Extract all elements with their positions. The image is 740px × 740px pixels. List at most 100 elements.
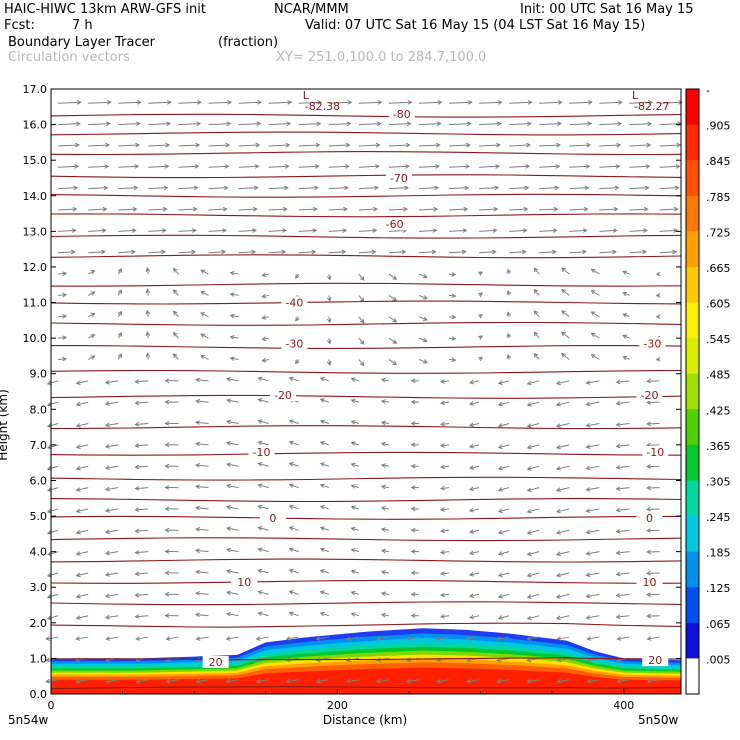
vector-arrow	[268, 165, 289, 168]
vector-arrow-head	[75, 572, 81, 578]
vector-arrow	[533, 353, 540, 360]
vector-arrow-head	[648, 100, 653, 105]
vector-arrow	[226, 484, 239, 489]
vector-arrow-head	[350, 462, 356, 468]
vector-arrow	[617, 679, 630, 683]
vector-arrow-head	[315, 636, 321, 641]
vector-arrow	[178, 251, 196, 254]
vector-arrow-head	[468, 529, 474, 534]
vector-arrow-head	[136, 100, 142, 105]
vector-arrow-head	[555, 164, 561, 169]
vector-arrow-head	[526, 423, 532, 428]
vector-arrow-head	[75, 121, 81, 127]
vector-arrow	[469, 423, 480, 427]
vector-arrow-head	[317, 100, 323, 105]
vector-arrow-head	[676, 142, 682, 148]
vector-arrow	[268, 208, 287, 211]
vector-arrow-head	[226, 569, 232, 574]
vector-arrow-head	[439, 379, 445, 384]
vector-arrow	[469, 487, 480, 491]
vector-arrow	[289, 526, 299, 531]
y-tick-label: 13.0	[23, 225, 48, 238]
vector-arrow	[178, 101, 201, 104]
vector-arrow-head	[422, 295, 428, 300]
vector-arrow	[196, 571, 209, 574]
vector-arrow-head	[585, 465, 591, 471]
vector-arrow	[509, 101, 532, 104]
vector-arrow	[226, 527, 239, 531]
vector-arrow-head	[104, 529, 110, 535]
vector-arrow-head	[343, 206, 349, 212]
vector-arrow	[556, 465, 570, 470]
vector-arrow-head	[261, 336, 267, 342]
vector-arrow-head	[75, 423, 81, 428]
vector-arrow-head	[555, 551, 561, 557]
vector-arrow-head	[226, 419, 232, 425]
vector-arrow-head	[288, 483, 294, 488]
vector-arrow	[418, 101, 442, 104]
vector-arrow-head	[555, 423, 561, 428]
vector-arrow-head	[195, 441, 200, 447]
vector-arrow	[616, 508, 630, 511]
vector-arrow	[498, 508, 510, 513]
vector-arrow-head	[468, 614, 474, 620]
vector-arrow	[76, 508, 89, 513]
colorbar-label: .605	[706, 298, 731, 311]
vector-arrow-head	[493, 206, 499, 212]
vector-arrow-head	[614, 185, 620, 191]
vector-arrow-head	[75, 508, 81, 514]
vector-arrow	[351, 378, 359, 382]
vector-arrow-head	[319, 590, 325, 595]
vector-arrow-head	[90, 334, 96, 339]
vector-arrow-head	[222, 206, 228, 212]
vector-arrow-head	[497, 100, 503, 105]
vector-arrow-head	[62, 292, 68, 298]
vector-arrow-head	[410, 549, 416, 554]
vector-arrow-head	[377, 100, 383, 105]
vector-arrow-head	[643, 206, 649, 212]
vector-arrow	[351, 549, 359, 553]
vector-arrow-head	[261, 272, 267, 278]
vector-arrow-head	[492, 228, 498, 233]
colorbar-segment	[686, 231, 699, 268]
vector-arrow-head	[134, 528, 140, 534]
vector-arrow-head	[373, 206, 379, 212]
vector-arrow	[418, 229, 437, 232]
vector-arrow-head	[90, 312, 96, 318]
isotherm-line	[50, 131, 682, 136]
vector-arrow	[556, 487, 570, 491]
vector-arrow	[262, 358, 269, 362]
vector-arrow	[436, 636, 450, 640]
vector-arrow-head	[439, 507, 445, 512]
vector-arrow	[258, 548, 269, 553]
vector-arrow-head	[117, 332, 122, 337]
vector-arrow-head	[436, 678, 441, 684]
x-tick-label: 400	[613, 699, 634, 712]
vector-arrow	[616, 572, 630, 575]
vector-arrow	[556, 401, 570, 406]
vector-arrow-head	[615, 443, 621, 449]
vector-arrow	[527, 551, 540, 556]
vector-arrow-head	[585, 529, 591, 535]
vector-arrow-head	[478, 335, 483, 340]
vector-arrow-head	[526, 530, 532, 535]
vector-arrow	[87, 334, 95, 339]
vector-arrow	[178, 229, 196, 232]
vector-arrow	[238, 229, 256, 232]
vector-arrow-head	[359, 340, 365, 345]
vector-arrow-head	[195, 657, 201, 663]
vector-arrow	[509, 187, 529, 190]
vector-arrow	[469, 380, 480, 384]
isotherm-label: 0	[646, 512, 653, 525]
vector-arrow	[208, 208, 227, 211]
vector-arrow-head	[165, 142, 171, 148]
vector-arrow-head	[164, 421, 170, 426]
vector-arrow	[599, 229, 617, 232]
isotherm-label-bg	[385, 171, 412, 184]
vector-arrow	[569, 165, 590, 168]
colorbar-segment	[686, 409, 699, 446]
vector-arrow	[539, 251, 556, 254]
vector-arrow	[258, 591, 269, 595]
vector-arrow-head	[561, 267, 566, 273]
vector-arrow	[557, 657, 570, 661]
